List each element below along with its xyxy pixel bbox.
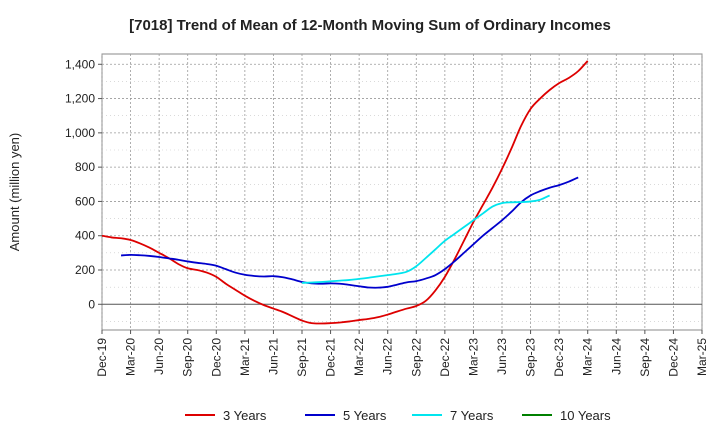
x-tick-label: Mar-24 (581, 338, 595, 376)
plot-area (101, 53, 703, 331)
x-axis-ticks: Dec-19 Mar-20 Jun-20 Sep-20 Dec-20 Mar-21 Jun-… (95, 330, 709, 377)
x-tick-label: Dec-22 (438, 338, 452, 377)
y-axis-ticks: 0 200 400 600 800 1,000 1,200 1,400 (65, 57, 102, 311)
x-tick-label: Dec-19 (95, 338, 109, 377)
y-tick-label: 600 (75, 194, 95, 208)
x-tick-label: Jun-20 (152, 338, 166, 375)
series-line-5-years (120, 176, 579, 289)
x-tick-label: Dec-24 (666, 338, 680, 377)
legend-label: 10 Years (560, 408, 611, 423)
x-tick-label: Jun-21 (266, 338, 280, 375)
x-tick-label: Mar-22 (352, 338, 366, 376)
y-tick-label: 800 (75, 160, 95, 174)
y-axis-title: Amount (million yen) (7, 133, 22, 252)
legend-item-7-years: 7 Years (412, 408, 494, 423)
x-tick-label: Mar-25 (695, 338, 709, 376)
chart-title: [7018] Trend of Mean of 12-Month Moving … (129, 17, 611, 34)
legend-item-3-years: 3 Years (185, 408, 267, 423)
x-tick-label: Sep-20 (181, 338, 195, 377)
x-tick-label: Sep-21 (295, 338, 309, 377)
y-tick-label: 1,400 (65, 57, 95, 71)
x-tick-label: Dec-23 (552, 338, 566, 377)
series-lines (101, 60, 589, 325)
y-tick-label: 1,200 (65, 92, 95, 106)
y-tick-label: 400 (75, 229, 95, 243)
y-tick-label: 1,000 (65, 126, 95, 140)
x-tick-label: Jun-24 (609, 338, 623, 375)
legend-label: 5 Years (343, 408, 387, 423)
x-tick-label: Jun-22 (381, 338, 395, 375)
series-line-3-years (101, 60, 589, 325)
x-tick-label: Dec-20 (209, 338, 223, 377)
x-tick-label: Mar-20 (124, 338, 138, 376)
x-tick-label: Sep-24 (638, 338, 652, 377)
series-line-7-years (301, 194, 550, 284)
y-tick-label: 200 (75, 263, 95, 277)
x-tick-label: Mar-21 (238, 338, 252, 376)
legend-label: 3 Years (223, 408, 267, 423)
legend: 3 Years 5 Years 7 Years 10 Years (185, 408, 611, 423)
legend-item-5-years: 5 Years (305, 408, 387, 423)
x-tick-label: Sep-23 (524, 338, 538, 377)
x-tick-label: Jun-23 (495, 338, 509, 375)
grid-lines (101, 54, 703, 330)
x-tick-label: Dec-21 (324, 338, 338, 377)
legend-label: 7 Years (450, 408, 494, 423)
legend-item-10-years: 10 Years (522, 408, 611, 423)
y-tick-label: 0 (88, 297, 95, 311)
x-tick-label: Sep-22 (409, 338, 423, 377)
x-tick-label: Mar-23 (466, 338, 480, 376)
